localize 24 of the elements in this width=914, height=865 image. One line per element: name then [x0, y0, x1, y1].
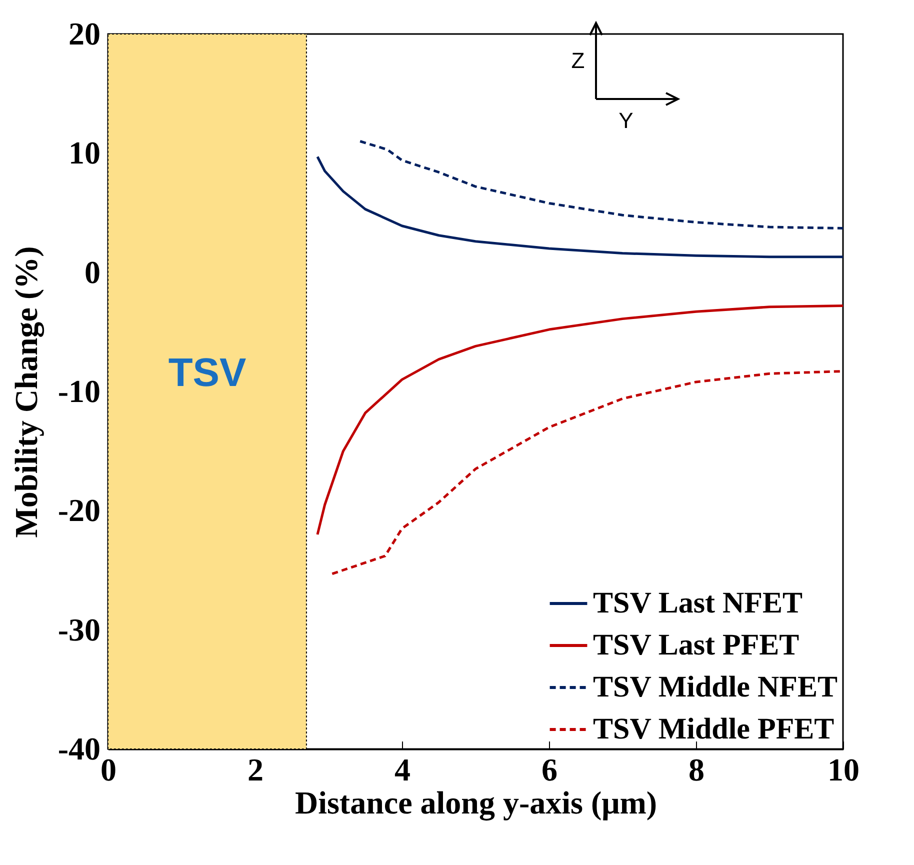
line-series [358, 140, 844, 230]
legend-label: TSV Last PFET [593, 628, 800, 662]
y-tick-label: 20 [68, 16, 100, 52]
y-tick-label: -40 [58, 730, 100, 766]
annotation: Z [571, 48, 585, 73]
y-tick-label: 0 [84, 254, 100, 290]
legend-label: TSV Last NFET [593, 586, 803, 620]
x-tick-label: 4 [394, 752, 410, 788]
x-axis-title: Distance along y-axis (μm) [294, 784, 658, 822]
y-tick-label: 10 [68, 134, 100, 171]
y-tick-label: -20 [58, 492, 100, 528]
x-tick-label: 8 [688, 752, 704, 788]
x-tick-label: 10 [828, 752, 860, 788]
line-series [316, 155, 844, 258]
annotation: Y [618, 108, 634, 133]
y-axis-title: Mobility Change (%) [8, 246, 45, 538]
legend-label: TSV Middle PFET [593, 712, 834, 746]
line-series [316, 304, 844, 536]
legend-label: TSV Middle NFET [593, 670, 838, 704]
x-tick-label: 2 [248, 752, 264, 788]
x-tick-label: 6 [542, 752, 558, 788]
band-label: TSV [168, 351, 246, 395]
y-tick-label: -10 [58, 373, 100, 409]
y-tick-label: -30 [58, 611, 100, 648]
